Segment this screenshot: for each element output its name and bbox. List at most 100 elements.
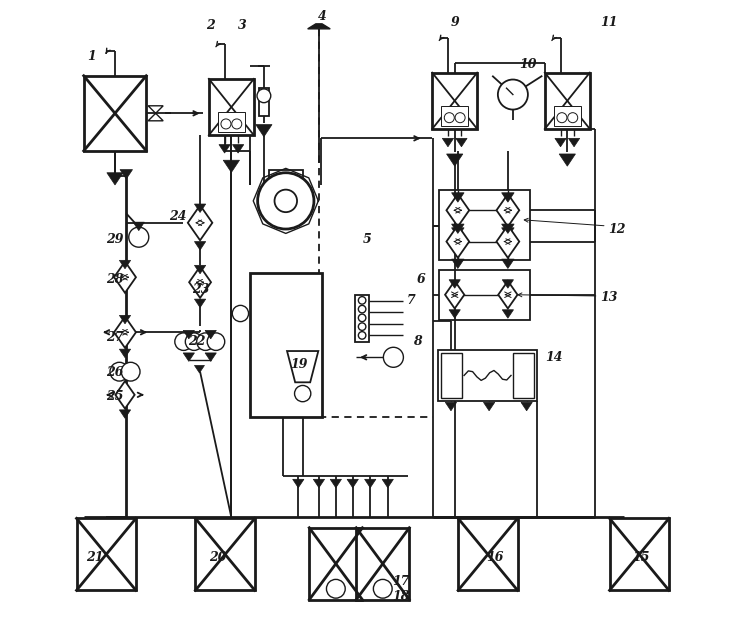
Bar [437, 350, 537, 401]
Polygon shape [447, 154, 463, 166]
Bar [513, 353, 534, 398]
Circle shape [221, 119, 231, 129]
Polygon shape [223, 161, 239, 172]
Polygon shape [364, 479, 376, 488]
Polygon shape [148, 106, 163, 121]
Polygon shape [452, 259, 464, 268]
Circle shape [129, 227, 149, 247]
Circle shape [383, 347, 404, 367]
Polygon shape [501, 224, 514, 233]
Circle shape [358, 323, 366, 330]
Text: 14: 14 [545, 350, 563, 364]
Text: 8: 8 [413, 335, 422, 348]
Circle shape [232, 305, 248, 322]
Bar [553, 106, 581, 126]
Circle shape [121, 362, 140, 381]
Circle shape [232, 119, 242, 129]
Polygon shape [445, 403, 456, 411]
Circle shape [327, 579, 345, 598]
Polygon shape [194, 204, 206, 213]
Polygon shape [308, 24, 331, 29]
Circle shape [197, 333, 214, 350]
Polygon shape [559, 154, 575, 166]
Polygon shape [120, 410, 130, 418]
Polygon shape [205, 330, 216, 339]
Polygon shape [498, 281, 517, 308]
Text: 24: 24 [169, 210, 186, 223]
Circle shape [110, 362, 129, 381]
Bar [441, 106, 468, 126]
Polygon shape [382, 479, 393, 488]
Polygon shape [347, 479, 358, 488]
Text: 16: 16 [486, 551, 504, 564]
Polygon shape [205, 353, 216, 361]
Text: 3: 3 [238, 19, 246, 32]
Polygon shape [189, 266, 211, 298]
Polygon shape [445, 281, 465, 308]
Circle shape [557, 113, 567, 123]
Bar [77, 519, 136, 591]
Polygon shape [115, 381, 135, 409]
Text: 23: 23 [192, 283, 209, 296]
Polygon shape [447, 194, 469, 226]
Bar [209, 79, 254, 135]
Circle shape [294, 386, 311, 402]
Bar [458, 519, 517, 591]
Circle shape [568, 113, 578, 123]
Text: 29: 29 [106, 233, 123, 246]
Polygon shape [194, 366, 205, 373]
Bar [84, 76, 146, 151]
Text: 9: 9 [450, 16, 459, 29]
Polygon shape [447, 225, 469, 258]
Polygon shape [233, 145, 244, 153]
Polygon shape [452, 192, 464, 202]
Text: 10: 10 [519, 58, 537, 71]
Polygon shape [452, 224, 464, 233]
Text: 20: 20 [209, 551, 227, 564]
Polygon shape [194, 241, 206, 250]
Polygon shape [569, 139, 580, 147]
Polygon shape [501, 228, 514, 237]
Circle shape [257, 89, 271, 103]
Polygon shape [219, 145, 230, 153]
Polygon shape [496, 225, 520, 258]
Bar [250, 273, 322, 417]
Polygon shape [114, 261, 136, 293]
Text: 11: 11 [600, 16, 618, 29]
Polygon shape [183, 353, 194, 361]
Text: 4: 4 [319, 10, 327, 23]
Polygon shape [452, 228, 464, 237]
Polygon shape [502, 310, 514, 318]
Bar [259, 88, 269, 117]
Polygon shape [442, 139, 453, 147]
Text: 19: 19 [290, 358, 308, 371]
Circle shape [175, 333, 192, 350]
Bar [218, 112, 245, 132]
Polygon shape [293, 479, 304, 488]
Text: 2: 2 [206, 19, 215, 32]
Polygon shape [496, 194, 520, 226]
Text: 12: 12 [608, 223, 626, 236]
Polygon shape [120, 349, 130, 357]
Polygon shape [120, 315, 130, 324]
Bar [544, 73, 590, 129]
Text: 7: 7 [407, 295, 415, 307]
Bar [309, 528, 362, 599]
Circle shape [258, 172, 314, 229]
Polygon shape [194, 265, 206, 274]
Circle shape [373, 579, 392, 598]
Circle shape [498, 80, 528, 110]
Polygon shape [521, 403, 532, 411]
Polygon shape [555, 139, 566, 147]
Text: 26: 26 [106, 366, 123, 379]
Bar [439, 189, 530, 260]
Text: 13: 13 [600, 292, 618, 304]
Polygon shape [456, 139, 467, 147]
Polygon shape [107, 172, 123, 185]
Circle shape [444, 113, 454, 123]
Polygon shape [183, 330, 194, 339]
Polygon shape [120, 170, 133, 179]
Text: 6: 6 [417, 273, 426, 285]
Polygon shape [114, 317, 136, 348]
Text: 22: 22 [187, 335, 205, 348]
